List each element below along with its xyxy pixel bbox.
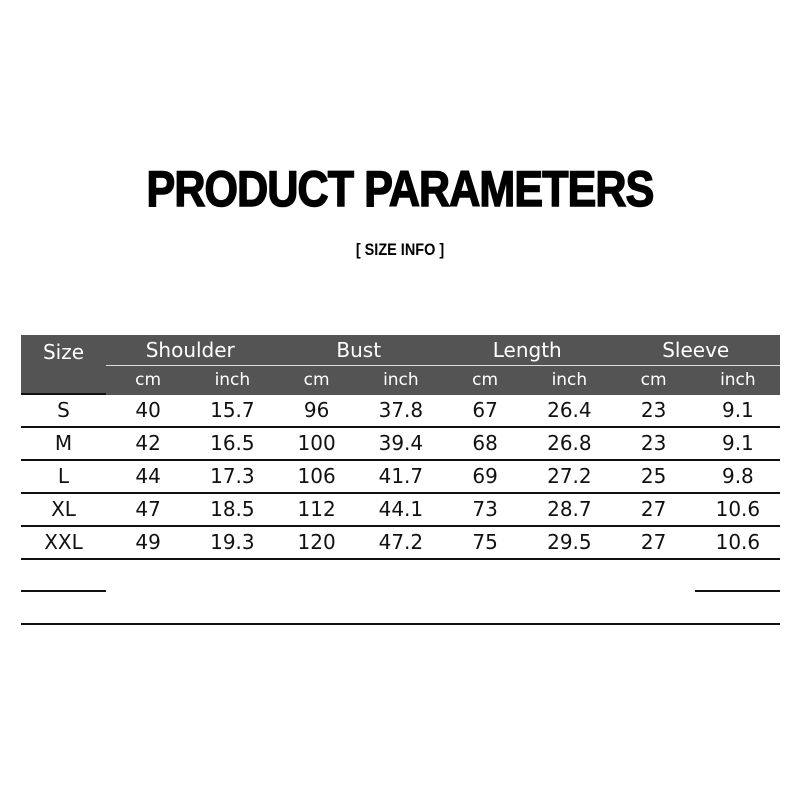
column-group-sleeve: Sleeve <box>662 338 730 362</box>
value-cell: 18.5 <box>210 497 255 521</box>
footer-line <box>21 623 780 625</box>
value-cell: 96 <box>303 398 330 422</box>
size-cell: L <box>57 464 70 488</box>
value-cell: 44.1 <box>378 497 424 521</box>
row-divider <box>21 492 780 494</box>
value-cell: 100 <box>297 431 336 455</box>
table-row: XL 47 18.5 112 44.1 73 28.7 27 10.6 <box>21 494 780 525</box>
value-cell: 17.3 <box>210 464 255 488</box>
table-row: L 44 17.3 106 41.7 69 27.2 25 9.8 <box>21 461 780 492</box>
value-cell: 9.8 <box>721 464 754 488</box>
size-header-underline <box>21 393 106 395</box>
value-cell: 9.1 <box>721 431 754 455</box>
value-cell: 44 <box>135 464 161 488</box>
value-cell: 25 <box>640 464 667 488</box>
value-cell: 68 <box>472 431 498 455</box>
size-cell: XL <box>51 497 76 521</box>
row-divider <box>21 459 780 461</box>
value-cell: 73 <box>472 497 498 521</box>
row-divider <box>21 558 780 560</box>
value-cell: 10.6 <box>715 497 761 521</box>
size-header: Size <box>42 340 85 364</box>
value-cell: 69 <box>472 464 498 488</box>
size-cell: XXL <box>44 530 83 554</box>
table-row: XXL 49 19.3 120 47.2 75 29.5 27 10.6 <box>21 527 780 558</box>
value-cell: 9.1 <box>721 398 754 422</box>
value-cell: 120 <box>297 530 336 554</box>
unit-header-cm: cm <box>135 370 162 390</box>
value-cell: 10.6 <box>715 530 761 554</box>
unit-header-cm: cm <box>303 370 330 390</box>
value-cell: 40 <box>135 398 161 422</box>
subtitle: [ SIZE INFO ] <box>355 240 445 259</box>
table-header: Size Shoulder cm inch Bust cm inch Length cm inc… <box>21 335 780 395</box>
size-cell: S <box>57 398 70 422</box>
table-row: S 40 15.7 96 37.8 67 26.4 23 9.1 <box>21 395 780 426</box>
unit-header-inch: inch <box>383 370 419 390</box>
value-cell: 16.5 <box>210 431 255 455</box>
unit-header-inch: inch <box>720 370 756 390</box>
value-cell: 49 <box>135 530 161 554</box>
header-divider <box>106 365 780 366</box>
value-cell: 67 <box>472 398 498 422</box>
value-cell: 26.8 <box>547 431 592 455</box>
value-cell: 37.8 <box>378 398 424 422</box>
footer-line-left <box>21 590 106 592</box>
value-cell: 27 <box>640 530 667 554</box>
page-title: PRODUCT PARAMETERS <box>146 160 655 218</box>
unit-header-inch: inch <box>214 370 251 390</box>
unit-header-cm: cm <box>472 370 499 390</box>
value-cell: 28.7 <box>547 497 592 521</box>
value-cell: 29.5 <box>547 530 592 554</box>
unit-header-cm: cm <box>640 370 667 390</box>
row-divider <box>21 525 780 527</box>
value-cell: 75 <box>472 530 498 554</box>
value-cell: 23 <box>640 398 667 422</box>
value-cell: 26.4 <box>547 398 592 422</box>
value-cell: 47.2 <box>378 530 424 554</box>
value-cell: 23 <box>640 431 667 455</box>
value-cell: 106 <box>297 464 336 488</box>
row-divider <box>21 426 780 428</box>
column-group-bust: Bust <box>336 338 382 362</box>
size-cell: M <box>54 431 73 455</box>
unit-header-inch: inch <box>551 370 588 390</box>
value-cell: 112 <box>297 497 336 521</box>
column-group-length: Length <box>492 338 562 362</box>
footer-line-right <box>695 590 780 592</box>
value-cell: 19.3 <box>210 530 255 554</box>
value-cell: 47 <box>135 497 161 521</box>
value-cell: 41.7 <box>378 464 424 488</box>
value-cell: 15.7 <box>210 398 255 422</box>
column-group-shoulder: Shoulder <box>145 338 235 362</box>
value-cell: 27 <box>640 497 667 521</box>
value-cell: 39.4 <box>378 431 424 455</box>
value-cell: 27.2 <box>547 464 592 488</box>
value-cell: 42 <box>135 431 161 455</box>
table-row: M 42 16.5 100 39.4 68 26.8 23 9.1 <box>21 428 780 459</box>
